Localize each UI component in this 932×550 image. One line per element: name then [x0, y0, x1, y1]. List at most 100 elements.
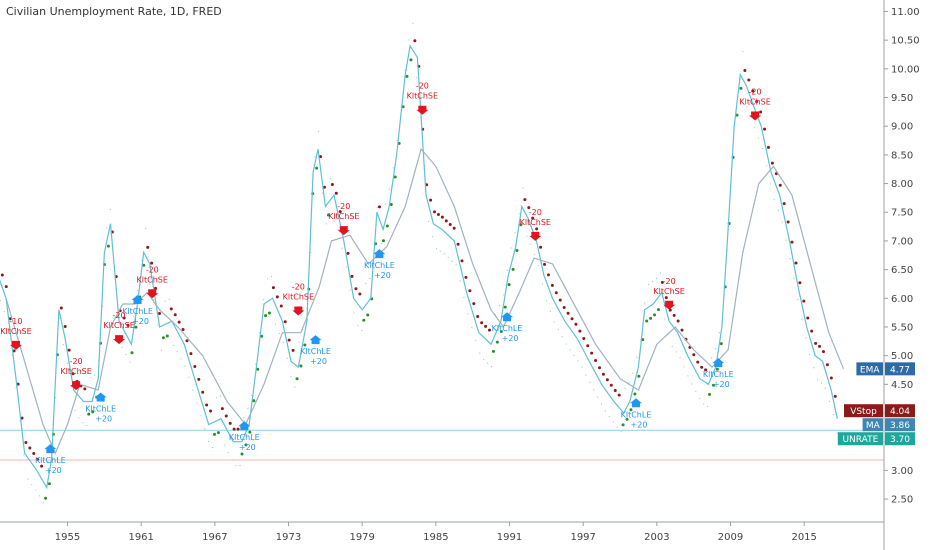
band-dot: [290, 376, 292, 378]
band-dot: [27, 478, 29, 480]
band-dot: [561, 336, 563, 338]
band-dot: [376, 206, 379, 208]
y-tick-label: 2.50: [891, 495, 913, 506]
stop-dot: [558, 298, 562, 302]
x-tick-label: 2009: [718, 532, 743, 543]
stop-dot: [715, 367, 719, 371]
long-entry-signal[interactable]: KltChLE+20: [122, 295, 153, 326]
long-entry-signal[interactable]: KltChLE+20: [364, 249, 395, 280]
band-dot: [463, 296, 465, 299]
stop-dot: [12, 349, 16, 353]
long-entry-signal[interactable]: KltChLE+20: [35, 444, 66, 475]
stop-dot: [283, 320, 287, 324]
band-dot: [467, 313, 469, 315]
band-dot: [408, 39, 410, 41]
stop-dot: [511, 267, 515, 271]
band-dot: [608, 415, 610, 417]
long-entry-signal[interactable]: KltChLE+20: [703, 358, 734, 389]
band-dot: [325, 223, 328, 225]
signal-label: KltChLE: [492, 324, 523, 333]
long-entry-signal[interactable]: KltChLE+20: [85, 392, 116, 424]
band-dot: [223, 444, 225, 446]
long-entry-signal[interactable]: KltChLE+20: [229, 421, 260, 452]
band-dot: [518, 213, 520, 215]
y-tick-label: 11.00: [891, 7, 920, 18]
stop-dot: [134, 325, 138, 329]
badge-value: 3.70: [890, 435, 910, 445]
band-dot: [211, 447, 214, 449]
band-dot: [538, 264, 540, 267]
badge-name-box: [844, 404, 883, 418]
band-dot: [797, 299, 799, 301]
band-dot: [109, 208, 111, 211]
stop-dot: [106, 244, 110, 248]
stop-dot: [814, 341, 818, 345]
stop-dot: [825, 363, 829, 367]
band-dot: [15, 386, 17, 389]
short-arrow-icon: [113, 335, 126, 345]
stop-dot: [71, 372, 75, 376]
signal-label: KltChSE: [103, 321, 134, 330]
band-dot: [648, 283, 650, 285]
band-dot: [765, 165, 768, 167]
stop-dot: [440, 215, 444, 219]
stop-dot: [209, 409, 213, 413]
signal-label: KltChSE: [407, 92, 438, 101]
stop-dot: [499, 330, 503, 334]
stop-dot: [704, 368, 708, 372]
y-tick-label: 8.50: [891, 150, 913, 161]
band-dot: [62, 344, 64, 346]
band-dot: [318, 130, 320, 133]
stop-dot: [36, 457, 40, 461]
band-dot: [263, 299, 265, 301]
stop-dot: [818, 344, 822, 348]
badge-name: VStop: [850, 407, 877, 417]
signal-label: KltChSE: [328, 212, 359, 221]
long-entry-signal[interactable]: KltChLE+20: [300, 335, 331, 366]
long-entry-signal[interactable]: KltChLE+20: [621, 398, 652, 429]
stop-dot: [617, 393, 621, 397]
stop-dot: [279, 304, 283, 308]
stop-dot: [692, 353, 696, 357]
long-entry-signal[interactable]: KltChLE+20: [492, 312, 523, 343]
stop-dot: [260, 334, 264, 338]
stop-dot: [770, 161, 774, 165]
stop-dot: [656, 308, 660, 312]
short-arrow-icon: [146, 289, 159, 299]
signal-label: +20: [310, 357, 327, 366]
band-dot: [828, 400, 830, 402]
stop-dot: [515, 248, 519, 252]
stop-dot: [0, 273, 4, 277]
stop-dot: [594, 358, 598, 362]
stop-dot: [32, 451, 36, 455]
band-dot: [789, 257, 791, 260]
band-dot: [671, 346, 673, 348]
stop-dot: [161, 336, 165, 340]
stop-dot: [476, 314, 480, 318]
band-dot: [39, 495, 41, 497]
stop-dot: [44, 496, 48, 500]
band-dot: [596, 396, 599, 398]
price-badges: EMA 4.77 VStop 4.04 MA 3.86 UNRATE 3.70: [837, 362, 915, 446]
y-tick-label: 7.00: [891, 236, 913, 247]
band-dot: [35, 489, 37, 491]
stop-dot: [275, 295, 279, 299]
stop-dot: [189, 352, 193, 356]
band-dot: [200, 415, 202, 417]
band-dot: [196, 402, 198, 404]
badge-value-box: [885, 362, 915, 376]
band-dot: [188, 376, 190, 378]
stop-dot: [346, 251, 350, 255]
stop-dot: [433, 210, 437, 214]
